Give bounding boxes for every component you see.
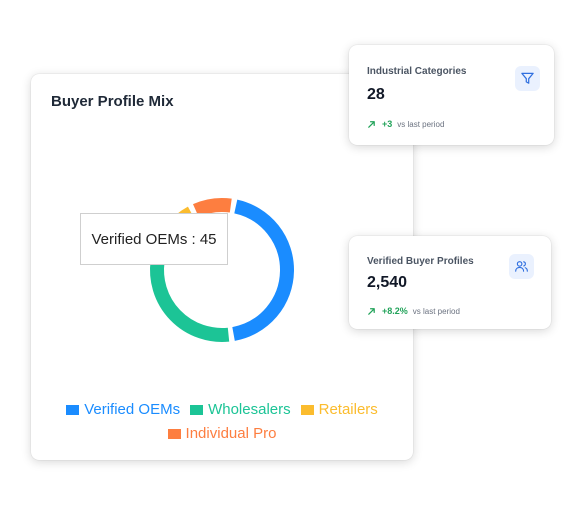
trend-caption: vs last period — [412, 306, 460, 316]
legend-label: Wholesalers — [208, 401, 291, 418]
stat-value: 28 — [367, 86, 385, 103]
trend-caption: vs last period — [397, 119, 445, 129]
trend-up-icon — [368, 307, 375, 315]
legend-swatch — [190, 404, 204, 415]
verified-buyer-profiles-card: Verified Buyer Profiles 2,540 +8.2% vs l… — [349, 236, 551, 329]
stat-label: Industrial Categories — [367, 66, 467, 77]
legend-item-individual-pro[interactable]: Individual Pro — [167, 424, 277, 443]
legend-label: Retailers — [318, 401, 378, 418]
trend-up-icon — [368, 120, 375, 128]
chart-legend: Verified OEMs Wholesalers Retailers Indi… — [41, 400, 403, 443]
stat-value: 2,540 — [367, 274, 408, 291]
trend-delta: +8.2% — [382, 306, 408, 316]
trend-delta: +3 — [382, 119, 393, 129]
industrial-categories-card: Industrial Categories 28 +3 vs last peri… — [349, 45, 554, 145]
chart-tooltip: Verified OEMs : 45 — [80, 213, 228, 265]
stat-label: Verified Buyer Profiles — [367, 256, 474, 267]
legend-item-verified-oems[interactable]: Verified OEMs — [66, 400, 180, 419]
stat-trend: +8.2% vs last period — [367, 306, 460, 316]
filter-icon-button[interactable] — [515, 66, 540, 91]
users-icon-button[interactable] — [509, 254, 534, 279]
stat-trend: +3 vs last period — [367, 119, 444, 129]
legend-item-retailers[interactable]: Retailers — [300, 400, 378, 419]
legend-item-wholesalers[interactable]: Wholesalers — [190, 400, 291, 419]
card-title: Buyer Profile Mix — [51, 93, 174, 110]
legend-swatch — [300, 404, 314, 415]
donut-slice-individual-pro[interactable] — [193, 198, 232, 218]
legend-swatch — [66, 404, 80, 415]
legend-label: Verified OEMs — [84, 401, 181, 418]
legend-label: Individual Pro — [185, 425, 277, 442]
donut-slice-wholesalers[interactable] — [150, 260, 230, 342]
legend-swatch — [167, 428, 181, 439]
filter-icon — [521, 72, 534, 84]
donut-slice-verified-oems[interactable] — [232, 199, 294, 341]
users-icon — [515, 261, 528, 272]
